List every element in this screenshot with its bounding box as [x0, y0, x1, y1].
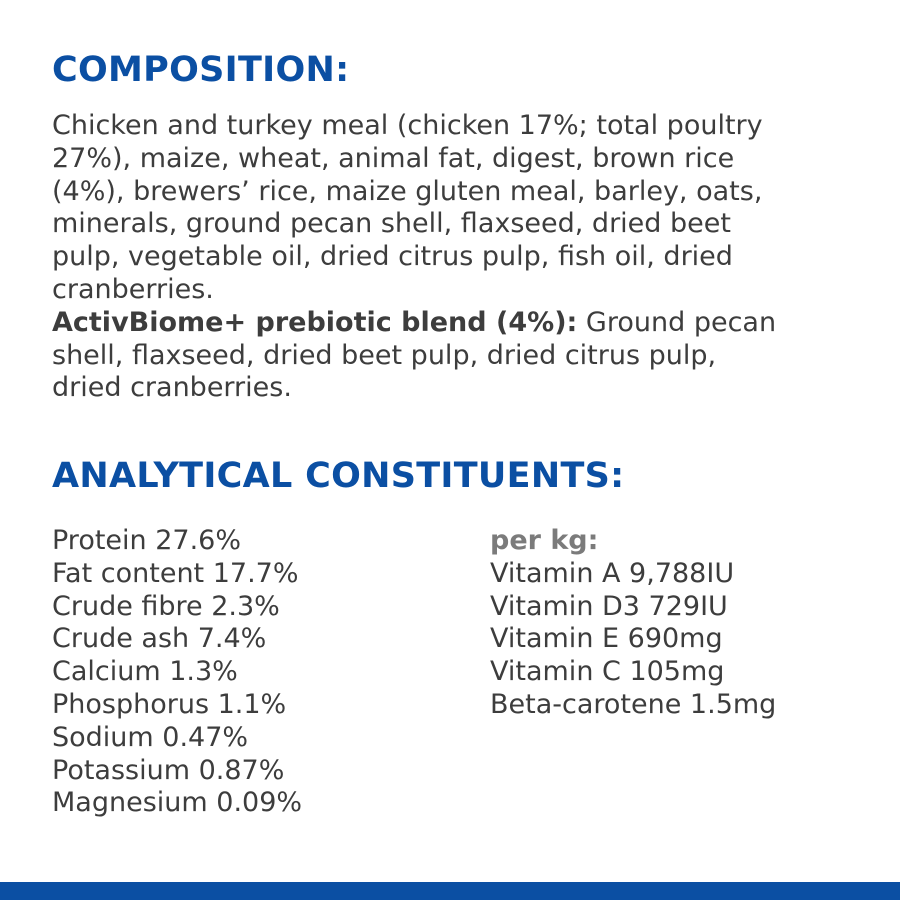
composition-text: Chicken and turkey meal (chicken 17%; to…	[52, 110, 776, 405]
text-line: shell, flaxseed, dried beet pulp, dried …	[52, 339, 717, 371]
text-line: dried cranberries.	[52, 372, 292, 404]
vitamin: Vitamin C 105mg	[490, 656, 725, 688]
constituent: Sodium 0.47%	[52, 721, 249, 753]
text-line: minerals, ground pecan shell, flaxseed, …	[52, 208, 731, 240]
vitamin: Vitamin D3 729IU	[490, 590, 728, 622]
section-title: ANALYTICAL CONSTITUENTS:	[52, 456, 625, 496]
constituent: Calcium 1.3%	[52, 656, 238, 688]
constituent: Protein 27.6%	[52, 525, 241, 556]
text-line: cranberries.	[52, 273, 214, 305]
bottom-bar	[0, 882, 900, 900]
constituents-list: Protein 27.6% Fat content 17.7% Crude fibr…	[52, 525, 302, 820]
constituent: Magnesium 0.09%	[52, 787, 303, 819]
constituent: Crude fibre 2.3%	[52, 590, 280, 622]
constituent: Crude ash 7.4%	[52, 623, 267, 655]
text-line: pulp, vegetable oil, dried citrus pulp, …	[52, 241, 733, 273]
constituent: Potassium 0.87%	[52, 754, 285, 786]
text-line: ActivBiome+ prebiotic blend (4%): Ground…	[52, 307, 776, 340]
text-line: (4%), brewers’ rice, maize gluten meal, …	[52, 175, 763, 207]
constituent: Phosphorus 1.1%	[52, 688, 287, 720]
vitamin: Vitamin E 690mg	[490, 623, 723, 655]
constituent: Fat content 17.7%	[52, 557, 299, 589]
text-line: 27%), maize, wheat, animal fat, digest, …	[52, 142, 735, 174]
per-kg-label: per kg:	[490, 525, 599, 556]
section-title: COMPOSITION:	[52, 50, 350, 90]
blend-text: Ground pecan	[585, 306, 777, 338]
text-line: Chicken and turkey meal (chicken 17%; to…	[52, 110, 763, 141]
blend-label: ActivBiome+ prebiotic blend (4%):	[52, 306, 578, 338]
vitamin: Vitamin A 9,788IU	[490, 557, 735, 589]
vitamin: Beta-carotene 1.5mg	[490, 688, 777, 720]
per-kg-list: per kg: Vitamin A 9,788IU Vitamin D3 729IU…	[490, 525, 776, 722]
